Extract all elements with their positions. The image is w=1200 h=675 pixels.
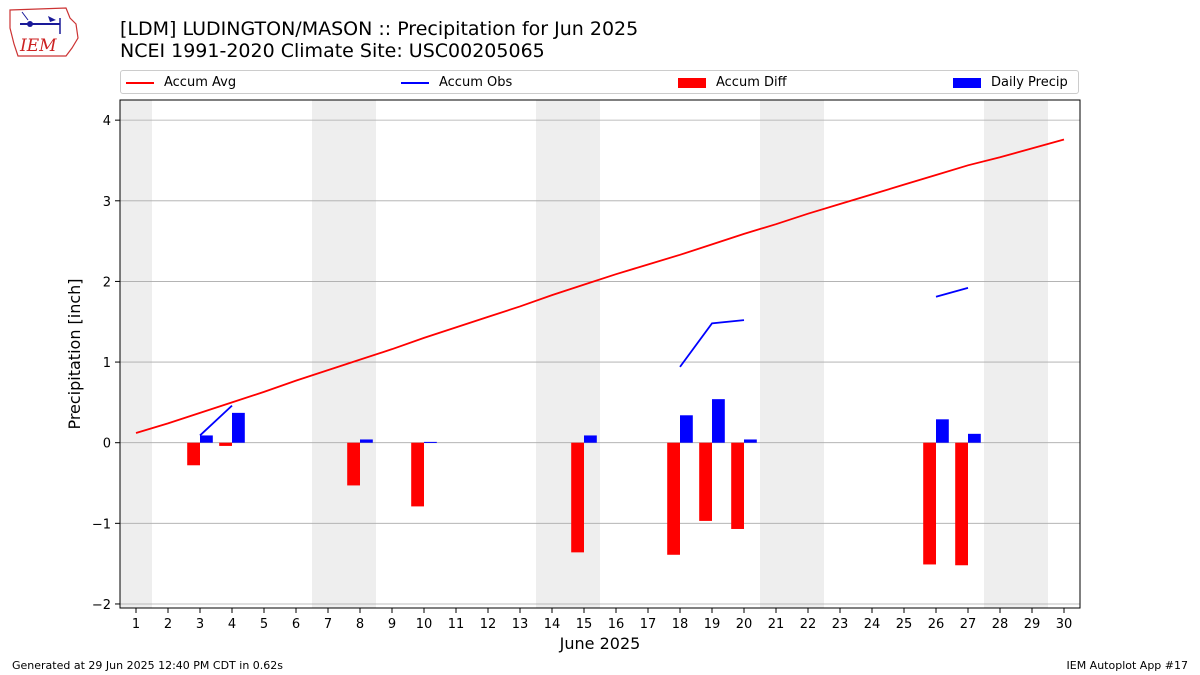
x-tick-label: 29 bbox=[1024, 617, 1041, 632]
x-tick-label: 10 bbox=[416, 617, 433, 632]
daily-precip-bar bbox=[360, 439, 373, 443]
gridlines bbox=[120, 119, 1080, 605]
daily-precip-bar bbox=[232, 412, 245, 443]
y-tick-label: 4 bbox=[103, 114, 111, 129]
accum-obs-line bbox=[935, 287, 969, 298]
bar-marks bbox=[187, 399, 981, 566]
y-tick-label: 1 bbox=[103, 356, 111, 371]
x-tick-label: 6 bbox=[292, 617, 300, 632]
x-tick-label: 18 bbox=[672, 617, 689, 632]
y-tick-label: −2 bbox=[92, 598, 111, 613]
y-tick-label: −1 bbox=[92, 517, 111, 532]
accum-diff-bar bbox=[571, 442, 584, 553]
x-tick-label: 9 bbox=[388, 617, 396, 632]
y-tick-label: 3 bbox=[103, 195, 111, 210]
footer-app-id: IEM Autoplot App #17 bbox=[1066, 659, 1189, 672]
daily-precip-bar bbox=[744, 439, 757, 443]
x-tick-label: 12 bbox=[480, 617, 497, 632]
legend-item-accum-obs: Accum Obs bbox=[401, 74, 512, 92]
legend-swatch-daily-precip bbox=[953, 77, 981, 88]
x-tick-label: 22 bbox=[800, 617, 817, 632]
accum-obs-line bbox=[679, 319, 745, 368]
x-tick-label: 4 bbox=[228, 617, 236, 632]
x-tick-label: 2 bbox=[164, 617, 172, 632]
x-tick-label: 17 bbox=[640, 617, 657, 632]
x-axis-label: June 2025 bbox=[559, 634, 641, 653]
y-tick-label: 0 bbox=[103, 437, 111, 452]
x-tick-label: 5 bbox=[260, 617, 268, 632]
x-tick-label: 13 bbox=[512, 617, 529, 632]
line-marks bbox=[135, 138, 1065, 437]
x-tick-label: 20 bbox=[736, 617, 753, 632]
y-tick-label: 2 bbox=[103, 275, 111, 290]
accum-diff-bar bbox=[347, 442, 360, 486]
accum-diff-bar bbox=[187, 442, 200, 466]
x-tick-label: 16 bbox=[608, 617, 625, 632]
daily-precip-bar bbox=[936, 419, 949, 443]
legend-label-accum-diff: Accum Diff bbox=[716, 75, 787, 90]
daily-precip-bar bbox=[968, 433, 981, 443]
legend-swatch-accum-obs bbox=[401, 81, 429, 84]
plot-frame bbox=[119, 99, 1081, 609]
chart-subtitle: NCEI 1991-2020 Climate Site: USC00205065 bbox=[120, 40, 545, 62]
accum-obs-line bbox=[199, 404, 233, 437]
x-tick-label: 14 bbox=[544, 617, 561, 632]
legend-item-daily-precip: Daily Precip bbox=[953, 74, 1068, 92]
accum-diff-bar bbox=[667, 442, 680, 555]
weekend-shade bbox=[760, 100, 824, 608]
x-tick-label: 23 bbox=[832, 617, 849, 632]
daily-precip-bar bbox=[424, 441, 437, 443]
x-tick-label: 30 bbox=[1056, 617, 1073, 632]
x-tick-label: 25 bbox=[896, 617, 913, 632]
weekend-shade bbox=[120, 100, 152, 608]
legend-label-accum-avg: Accum Avg bbox=[164, 75, 237, 90]
accum-diff-bar bbox=[219, 442, 232, 446]
y-axis-label: Precipitation [inch] bbox=[65, 278, 84, 429]
accum-diff-bar bbox=[699, 442, 712, 521]
legend-item-accum-avg: Accum Avg bbox=[126, 74, 236, 92]
accum-avg-line bbox=[135, 138, 1065, 434]
x-tick-label: 26 bbox=[928, 617, 945, 632]
accum-diff-bar bbox=[955, 442, 968, 566]
legend-swatch-accum-avg bbox=[126, 81, 154, 84]
iem-logo: IEM bbox=[9, 7, 79, 57]
legend-swatch-accum-diff bbox=[678, 77, 706, 88]
x-tick-label: 11 bbox=[448, 617, 465, 632]
x-tick-label: 8 bbox=[356, 617, 364, 632]
legend: Accum Avg Accum Obs Accum Diff Daily Pre… bbox=[120, 70, 1079, 94]
accum-diff-bar bbox=[923, 442, 936, 565]
x-tick-label: 28 bbox=[992, 617, 1009, 632]
weekend-shade bbox=[536, 100, 600, 608]
legend-label-accum-obs: Accum Obs bbox=[439, 75, 513, 90]
accum-diff-bar bbox=[411, 442, 424, 507]
daily-precip-bar bbox=[584, 435, 597, 443]
x-tick-label: 15 bbox=[576, 617, 593, 632]
x-tick-label: 24 bbox=[864, 617, 881, 632]
x-tick-label: 3 bbox=[196, 617, 204, 632]
weekend-shade bbox=[984, 100, 1048, 608]
legend-item-accum-diff: Accum Diff bbox=[678, 74, 787, 92]
daily-precip-bar bbox=[680, 415, 693, 443]
accum-diff-bar bbox=[731, 442, 744, 529]
daily-precip-bar bbox=[712, 399, 725, 443]
logo-text: IEM bbox=[19, 36, 57, 56]
x-tick-label: 19 bbox=[704, 617, 721, 632]
weekend-shade bbox=[312, 100, 376, 608]
x-tick-label: 27 bbox=[960, 617, 977, 632]
chart-title: [LDM] LUDINGTON/MASON :: Precipitation f… bbox=[120, 18, 639, 40]
daily-precip-bar bbox=[200, 435, 213, 443]
legend-label-daily-precip: Daily Precip bbox=[991, 75, 1068, 90]
x-tick-label: 1 bbox=[132, 617, 140, 632]
x-tick-label: 7 bbox=[324, 617, 332, 632]
footer-generated: Generated at 29 Jun 2025 12:40 PM CDT in… bbox=[12, 659, 284, 672]
x-tick-label: 21 bbox=[768, 617, 785, 632]
